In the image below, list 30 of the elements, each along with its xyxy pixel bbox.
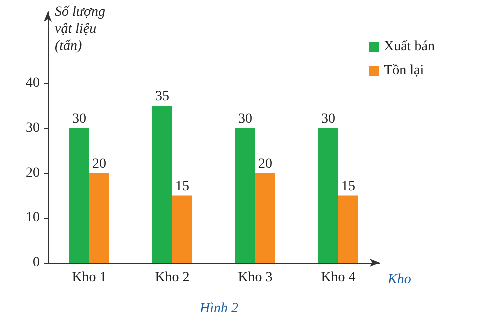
bar bbox=[70, 128, 90, 263]
bar bbox=[338, 196, 358, 263]
data-label: 30 bbox=[238, 112, 252, 128]
x-tick-label: Kho 1 bbox=[72, 270, 107, 286]
y-axis-title: Số lượng vật liệu (tấn) bbox=[55, 5, 109, 54]
data-label: 15 bbox=[342, 179, 356, 194]
data-label: 35 bbox=[156, 90, 170, 105]
data-label: 20 bbox=[92, 156, 106, 172]
data-label: 30 bbox=[72, 112, 86, 128]
y-tick-label: 20 bbox=[26, 166, 40, 181]
x-tick-label: Kho 3 bbox=[238, 270, 273, 286]
legend-label: Xuất bán bbox=[384, 40, 436, 54]
bar bbox=[90, 173, 110, 263]
x-tick-label: Kho 2 bbox=[155, 270, 190, 286]
data-label: 15 bbox=[176, 179, 190, 194]
x-axis-title: Kho bbox=[387, 272, 412, 288]
y-tick-label: 10 bbox=[26, 210, 40, 226]
bar bbox=[318, 128, 338, 263]
text: Hình 2 bbox=[199, 302, 238, 316]
bar bbox=[152, 106, 172, 263]
y-tick-label: 40 bbox=[26, 76, 40, 92]
y-tick-label: 30 bbox=[26, 121, 40, 136]
x-tick-label: Kho 4 bbox=[321, 270, 356, 286]
y-tick-label: 0 bbox=[33, 256, 40, 270]
bar bbox=[256, 173, 276, 263]
data-label: 30 bbox=[322, 112, 336, 128]
bar bbox=[236, 128, 256, 263]
legend-label: Tồn lại bbox=[384, 64, 424, 78]
bar bbox=[172, 196, 192, 263]
data-label: 20 bbox=[258, 156, 272, 172]
